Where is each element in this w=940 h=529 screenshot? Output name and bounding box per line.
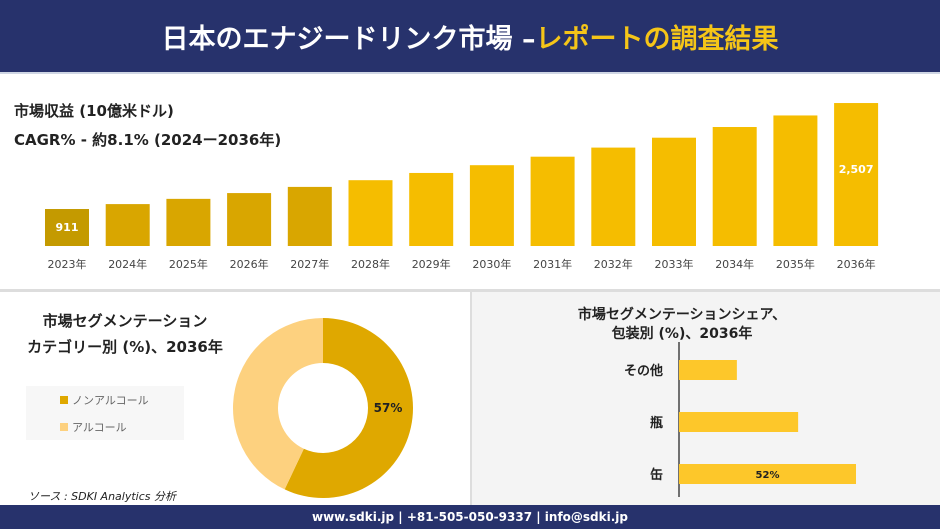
x-tick-label: 2023年 (48, 257, 87, 271)
donut-slice-アルコール (233, 318, 323, 490)
legend-swatch (60, 422, 68, 431)
title-accent: レポートの調査結果 (535, 23, 779, 55)
bar-2033年 (652, 137, 696, 246)
x-tick-label: 2032年 (594, 257, 633, 271)
y-tick-label: 瓶 (650, 415, 663, 431)
bar-2034年 (712, 127, 757, 246)
bar-2026年 (227, 193, 272, 246)
donut-slice-ノンアルコール (284, 318, 414, 498)
footer-contact: www.sdki.jp | +81-505-050-9337 | info@sd… (0, 505, 940, 529)
data-label: 52% (756, 470, 780, 481)
revenue-label: 市場収益 (10億米ドル) (14, 102, 174, 120)
x-tick-label: 2031年 (533, 257, 572, 271)
bar-缶 (679, 464, 856, 484)
data-label: 57% (374, 401, 403, 415)
x-tick-label: 2030年 (472, 257, 511, 271)
legend-label: ノンアルコール (72, 393, 149, 407)
bar-2035年 (773, 115, 818, 247)
bar-2032年 (591, 147, 636, 246)
cagr-label: CAGR% - 約8.1% (2024ー2036年) (14, 131, 282, 149)
x-tick-label: 2033年 (655, 257, 694, 271)
bar-瓶 (679, 412, 799, 432)
source-note: ソース : SDKI Analytics 分析 (28, 490, 177, 503)
bar-2031年 (530, 156, 575, 246)
bar-2027年 (287, 186, 332, 246)
bar-2029年 (409, 172, 454, 246)
packaging-title-2: 包装別 (%)、2036年 (611, 326, 753, 342)
y-tick-label: 缶 (650, 467, 663, 483)
legend-label: アルコール (72, 420, 127, 434)
legend-item: ノンアルコール (26, 386, 184, 413)
x-tick-label: 2026年 (230, 257, 269, 271)
legend: ノンアルコール アルコール (26, 386, 184, 440)
legend-swatch (60, 395, 68, 404)
bar-2024年 (105, 204, 150, 246)
bar-その他 (679, 360, 737, 380)
category-title-1: 市場セグメンテーション (42, 312, 208, 330)
packaging-title: 市場セグメンテーションシェア、 包装別 (%)、2036年 (492, 306, 872, 344)
x-tick-label: 2025年 (169, 257, 208, 271)
revenue-bar-chart: 2023年 911 2024年 2025年 2026年 2027年 2028年 2029年 20… (45, 103, 879, 271)
category-donut-chart: 57% (233, 318, 414, 498)
x-tick-label: 2036年 (837, 257, 876, 271)
revenue-panel: 市場収益 (10億米ドル) CAGR% - 約8.1% (2024ー2036年)… (0, 76, 940, 288)
header: 日本のエナジードリンク市場 – レポートの調査結果 (0, 0, 940, 74)
x-tick-label: 2029年 (412, 257, 451, 271)
category-title-2: カテゴリー別 (%)、2036年 (27, 338, 223, 356)
packaging-panel: 市場セグメンテーションシェア、 包装別 (%)、2036年 その他瓶缶 52% (470, 292, 940, 505)
x-tick-label: 2027年 (290, 257, 329, 271)
x-tick-label: 2035年 (776, 257, 815, 271)
x-tick-label: 2034年 (715, 257, 754, 271)
title-main: 日本のエナジードリンク市場 – (161, 23, 536, 55)
data-label: 2,507 (839, 163, 874, 176)
packaging-title-1: 市場セグメンテーションシェア、 (577, 307, 787, 323)
bar-2036年 (834, 103, 879, 246)
y-tick-label: その他 (624, 363, 663, 379)
bar-2023年 (45, 209, 89, 246)
x-tick-label: 2028年 (351, 257, 390, 271)
divider (0, 289, 940, 292)
x-tick-label: 2024年 (108, 257, 147, 271)
legend-item: アルコール (26, 413, 184, 440)
bar-2028年 (348, 180, 393, 246)
category-panel: 市場セグメンテーション カテゴリー別 (%)、2036年 ノンアルコール アルコ… (0, 292, 468, 505)
data-label: 911 (56, 221, 79, 234)
bar-2025年 (166, 198, 211, 246)
bar-2030年 (469, 165, 514, 246)
